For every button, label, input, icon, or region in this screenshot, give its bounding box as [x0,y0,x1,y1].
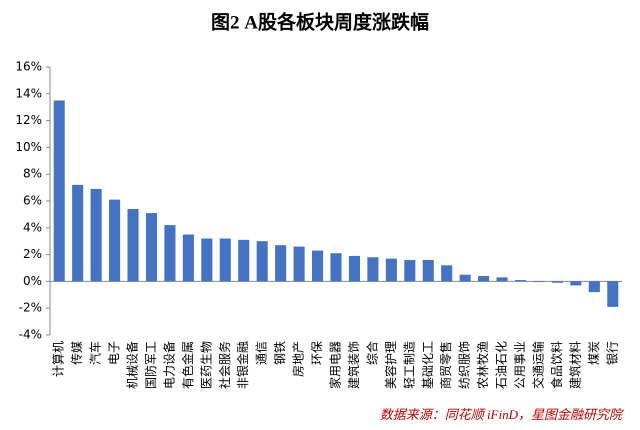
y-tick-label: -4% [19,328,42,342]
y-tick-label: 14% [15,86,42,100]
x-tick-label: 有色金属 [180,341,195,389]
x-tick-label: 传媒 [69,341,84,365]
bar [367,257,379,282]
bar [551,281,563,283]
x-tick-label: 建筑材料 [567,341,582,389]
x-tick-label: 食品饮料 [549,341,564,389]
x-tick-label: 综合 [364,341,379,365]
bar [53,100,65,282]
bar [404,259,416,282]
bar [145,213,158,282]
bar [72,184,84,282]
y-tick-label: -2% [19,301,42,315]
x-tick-label: 美容护理 [383,341,398,389]
bar [588,281,600,293]
x-tick-label: 通信 [255,341,269,365]
bar [441,265,453,282]
source-note: 数据来源：同花顺 iFinD，星图金融研究院 [380,407,624,422]
x-tick-label: 石油石化 [495,341,509,389]
y-tick-label: 2% [23,247,42,261]
bar [238,239,250,282]
x-tick-label: 房地产 [291,341,306,377]
bar [90,188,102,282]
bar [312,250,324,282]
bar [496,277,508,282]
x-tick-label: 计算机 [51,341,66,377]
x-tick-label: 交通运输 [530,341,545,389]
bar [256,241,268,282]
bar [275,245,287,282]
x-tick-label: 国防军工 [143,341,158,389]
bar [533,281,545,283]
bar [164,225,176,282]
bar [514,280,527,282]
x-tick-label: 电子 [107,341,121,365]
x-tick-label: 家用电器 [328,341,343,389]
x-tick-label: 非银金融 [235,341,250,389]
bar [293,246,305,282]
y-tick-label: 16% [15,60,42,74]
bar [201,238,213,282]
bar [422,259,434,282]
x-tick-label: 汽车 [88,341,103,365]
bar [459,274,471,282]
bar [127,209,139,282]
bar [182,234,194,282]
bar [109,199,121,282]
bar [348,255,360,282]
x-tick-label: 社会服务 [217,341,232,389]
x-tick-label: 环保 [310,341,324,365]
y-tick-label: 0% [23,274,42,288]
y-tick-label: 8% [23,167,42,181]
y-tick-label: 4% [23,220,42,234]
x-tick-label: 轻工制造 [402,341,416,389]
x-tick-label: 银行 [605,341,619,365]
x-tick-label: 医药生物 [199,341,213,389]
bar [330,253,342,282]
bar [478,276,490,282]
x-tick-label: 机械设备 [125,341,140,389]
bar [385,258,397,282]
bar [607,281,619,307]
y-tick-label: 10% [15,140,42,154]
x-tick-label: 农林牧渔 [476,341,490,389]
bar [219,238,231,282]
chart-title: 图2 A股各板块周度涨跌幅 [211,10,429,33]
x-tick-label: 基础化工 [421,341,435,389]
y-tick-label: 6% [23,194,42,208]
y-tick-label: 12% [15,113,42,127]
bar [570,281,582,286]
x-tick-label: 钢铁 [273,341,287,365]
x-tick-label: 纺织服饰 [458,341,472,389]
x-tick-label: 公用事业 [513,341,527,389]
x-tick-label: 商贸零售 [438,341,453,389]
x-tick-label: 建筑装饰 [346,341,361,389]
x-tick-label: 电力设备 [162,341,176,389]
x-tick-label: 煤炭 [587,341,601,365]
